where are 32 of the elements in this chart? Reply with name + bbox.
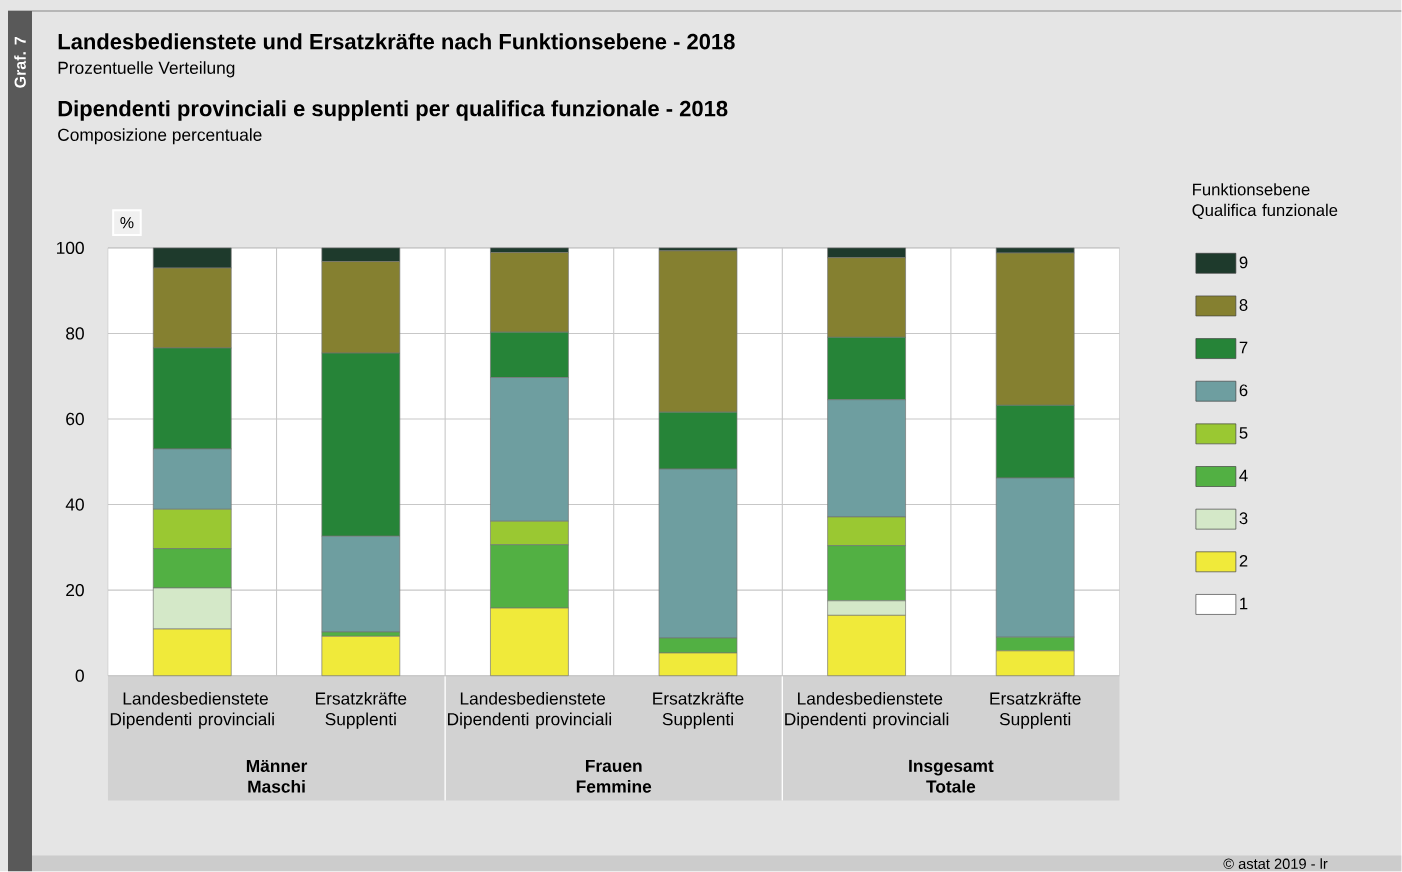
y-tick-label: 80	[66, 327, 84, 340]
y-tick-label: 0	[75, 669, 84, 683]
text: Insgesamt Totale	[909, 760, 994, 793]
x-tick-label: Ersatzkräfte Supplenti	[653, 692, 744, 729]
text: Graf. 7	[14, 37, 26, 88]
legend-label: 4	[1239, 469, 1248, 482]
text: Männer Maschi	[246, 760, 308, 793]
y-tick-label: 100	[57, 241, 84, 255]
text: Composizione percentuale	[58, 128, 262, 145]
legend-label: 7	[1239, 342, 1248, 354]
legend-label: 6	[1239, 384, 1248, 397]
legend-label: 5	[1239, 427, 1248, 439]
legend-label: 9	[1239, 256, 1248, 269]
y-axis-title: %	[120, 217, 134, 229]
y-tick-label: 40	[65, 498, 84, 511]
text: Frauen Femmine	[576, 760, 652, 793]
y-tick-label: 60	[66, 413, 84, 426]
x-tick-label: Ersatzkräfte Supplenti	[316, 692, 407, 729]
legend-label: 8	[1239, 299, 1248, 312]
x-tick-label: Landesbedienstete Dipendenti provinciali	[110, 692, 274, 729]
legend-label: 3	[1239, 512, 1248, 525]
x-tick-label: Landesbedienstete Dipendenti provinciali	[785, 692, 949, 729]
legend-title: Funktionsebene Qualifica funzionale	[1192, 183, 1338, 220]
y-tick-label: 20	[66, 584, 84, 597]
text: Dipendenti provinciali e supplenti per qualifica funzionale - 2018	[58, 100, 728, 121]
chart-subtitle: Prozentuelle Verteilung	[58, 61, 235, 78]
chart-title: Landesbedienstete und Ersatzkräfte nach Funktionsebene - 2018	[58, 33, 735, 50]
x-tick-label: Landesbedienstete Dipendenti provinciali	[448, 692, 612, 729]
x-tick-label: Ersatzkräfte Supplenti	[990, 692, 1081, 729]
text: © astat 2019 - lr	[1223, 858, 1328, 870]
legend-label: 1	[1240, 597, 1248, 610]
legend-label: 2	[1239, 555, 1248, 567]
